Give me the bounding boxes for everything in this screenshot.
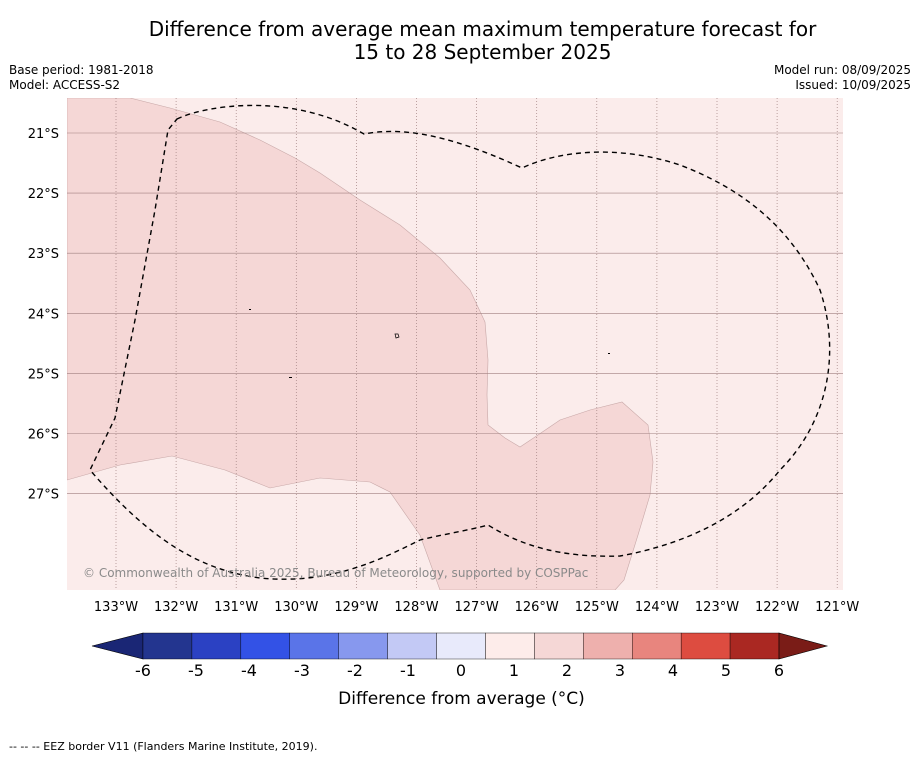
colorbar-segment [191, 632, 242, 660]
longitude-label: 131°W [214, 600, 258, 615]
colorbar-tick-label: 1 [509, 661, 519, 680]
title-line-2: 15 to 28 September 2025 [353, 40, 612, 64]
colorbar-tick-label: -4 [241, 661, 257, 680]
colorbar: -6 -5 -4 -3 -2 -1 0 1 2 3 4 5 6 [91, 632, 829, 680]
colorbar-segment [534, 632, 584, 660]
longitude-label: 122°W [755, 600, 799, 615]
island-mark [608, 353, 610, 354]
anomaly-region-1-2 [67, 98, 654, 590]
colorbar-under-arrow [91, 632, 144, 660]
colorbar-tick-label: -5 [188, 661, 204, 680]
longitude-label: 128°W [394, 600, 438, 615]
colorbar-tick-label: 6 [774, 661, 784, 680]
longitude-label: 127°W [455, 600, 499, 615]
title-line-1: Difference from average mean maximum tem… [148, 17, 817, 41]
longitude-label: 124°W [635, 600, 679, 615]
colorbar-tick-label: 2 [562, 661, 572, 680]
colorbar-tick-label: -3 [294, 661, 310, 680]
longitude-label: 133°W [94, 600, 138, 615]
longitude-label: 129°W [334, 600, 378, 615]
colorbar-segment [632, 632, 682, 660]
colorbar-tick-label: -2 [347, 661, 363, 680]
colorbar-over-arrow [778, 632, 829, 660]
copyright-notice: © Commonwealth of Australia 2025, Bureau… [83, 566, 588, 580]
longitude-label: 126°W [515, 600, 559, 615]
island-mark [289, 377, 292, 378]
longitude-label: 121°W [815, 600, 859, 615]
longitude-label: 123°W [695, 600, 739, 615]
colorbar-segment [729, 632, 780, 660]
colorbar-tick-label: 5 [721, 661, 731, 680]
colorbar-segment [289, 632, 339, 660]
colorbar-tick-label: -6 [135, 661, 151, 680]
longitude-label: 125°W [575, 600, 619, 615]
latitude-labels: 21°S 22°S 23°S 24°S 25°S 26°S 27°S [28, 127, 59, 503]
colorbar-segment [240, 632, 290, 660]
map-title: Difference from average mean maximum tem… [0, 18, 919, 64]
latitude-label: 23°S [28, 247, 59, 262]
issued-date: Issued: 10/09/2025 [795, 78, 911, 92]
meta-left: Base period: 1981-2018 Model: ACCESS-S2 [9, 63, 154, 93]
colorbar-tick-label: -1 [400, 661, 416, 680]
meta-right: Model run: 08/09/2025 Issued: 10/09/2025 [774, 63, 911, 93]
map-figure: 21°S22°S23°S24°S25°S26°S27°S 133°W 132°W 1… [28, 98, 860, 680]
latitude-label: 27°S [28, 488, 59, 503]
eez-border [89, 104, 831, 580]
island-mark [394, 333, 400, 339]
model-run: Model run: 08/09/2025 [773, 63, 911, 77]
latitude-label: 21°S [28, 127, 59, 142]
latitude-label: 24°S [28, 307, 59, 322]
colorbar-segment [142, 632, 193, 660]
graticule [67, 98, 843, 590]
colorbar-segment [387, 632, 437, 660]
island-marks [249, 309, 610, 378]
colorbar-segment [583, 632, 633, 660]
latitude-label: 25°S [28, 367, 59, 382]
longitude-label: 130°W [274, 600, 318, 615]
longitude-labels: 133°W 132°W 131°W 130°W 129°W 128°W 127°W 126°W… [94, 600, 860, 615]
latitude-label: 26°S [28, 428, 59, 443]
colorbar-tick-label: 4 [668, 661, 678, 680]
colorbar-segment [338, 632, 388, 660]
colorbar-segment [436, 632, 486, 660]
colorbar-tick-label: 0 [456, 661, 466, 680]
island-mark [249, 309, 251, 310]
model-name: Model: ACCESS-S2 [9, 78, 121, 92]
colorbar-tick-label: 3 [615, 661, 625, 680]
latitude-label: 22°S [28, 187, 59, 202]
colorbar-segment [485, 632, 535, 660]
colorbar-label: Difference from average (°C) [338, 689, 585, 709]
colorbar-segment [680, 632, 731, 660]
longitude-label: 132°W [154, 600, 198, 615]
eez-legend: -- -- -- EEZ border V11 (Flanders Marine… [9, 740, 318, 753]
base-period: Base period: 1981-2018 [9, 63, 154, 77]
